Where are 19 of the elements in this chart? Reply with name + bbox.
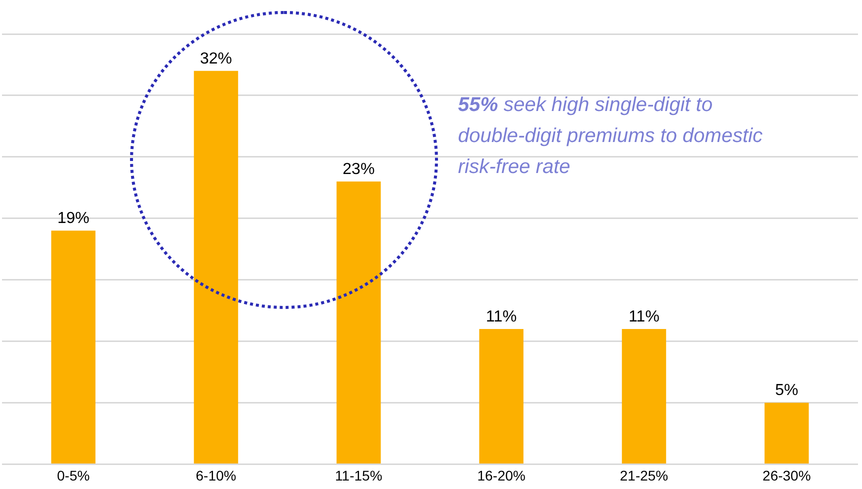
data-label: 11% xyxy=(628,308,660,326)
bar xyxy=(51,230,96,464)
bar xyxy=(336,181,381,464)
x-tick-label: 26-30% xyxy=(762,467,811,484)
data-label: 32% xyxy=(200,50,232,68)
x-tick-label: 16-20% xyxy=(477,467,526,484)
x-tick-label: 11-15% xyxy=(335,467,382,484)
x-tick-label: 0-5% xyxy=(56,467,90,484)
data-label: 19% xyxy=(57,210,90,228)
data-label: 5% xyxy=(775,382,798,400)
x-tick-label: 21-25% xyxy=(620,467,668,484)
data-label: 11% xyxy=(486,308,517,326)
bar xyxy=(764,402,809,464)
data-label: 23% xyxy=(342,160,375,178)
bar xyxy=(622,328,666,464)
bar xyxy=(194,70,238,464)
bar xyxy=(479,328,524,464)
x-tick-label: 6-10% xyxy=(196,467,236,484)
annotation: 55% seek high single-digit to double-digit premiums to domestic risk-free rate xyxy=(458,93,764,180)
